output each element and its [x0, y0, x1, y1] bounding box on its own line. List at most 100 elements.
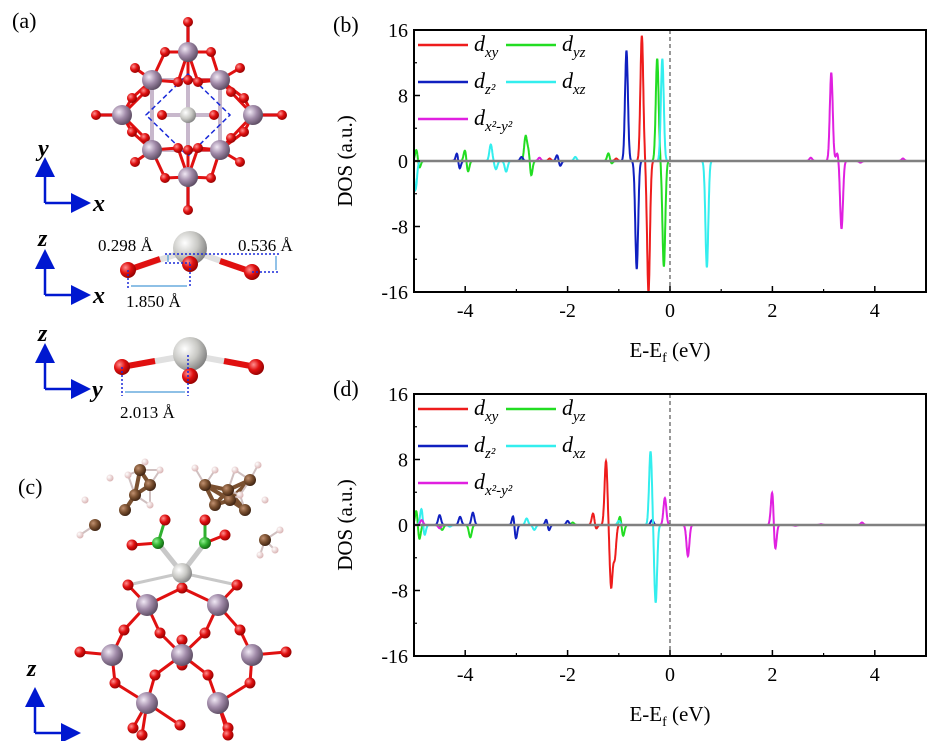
axis-label-z: z — [37, 226, 48, 252]
distance-label: 0.536 Å — [238, 236, 294, 255]
axis-label-z: z — [37, 321, 48, 347]
side-view-zy-structure — [114, 337, 264, 396]
legend-label: dz² — [474, 432, 496, 462]
y-tick-label: -16 — [381, 282, 408, 304]
carbon-atom — [224, 494, 236, 506]
legend-label: dyz — [562, 395, 586, 425]
y-axis-label: DOS (a.u.) — [333, 479, 357, 571]
legend-item-xz: dxz — [506, 432, 586, 462]
framework-atom — [178, 167, 198, 187]
axis-triad-z — [25, 687, 81, 741]
oxygen-atom — [118, 624, 130, 636]
oxygen-atom — [173, 143, 183, 153]
framework-atom — [136, 692, 158, 714]
y-axis-label: DOS (a.u.) — [333, 115, 357, 207]
framework-atom — [101, 644, 123, 666]
x-axis-label-unit: (eV) — [667, 338, 711, 362]
legend-label: dz² — [474, 68, 496, 98]
legend-label-main: d — [562, 432, 574, 457]
oxygen-atom — [130, 63, 140, 73]
axis-triad-zy — [35, 343, 91, 399]
axis-label-y: y — [89, 377, 103, 403]
oxygen-atom — [160, 173, 170, 183]
framework-atom — [142, 140, 162, 160]
legend-label: dx²-y² — [474, 105, 513, 135]
distance-label: 2.013 Å — [120, 403, 176, 422]
oxygen-atom — [199, 514, 211, 526]
center-metal-atom — [180, 107, 196, 123]
legend-item-yz: dyz — [506, 31, 586, 61]
axis-label-z: z — [26, 656, 37, 682]
carbon-atom — [209, 499, 221, 511]
oxygen-atom — [173, 77, 183, 87]
legend-label-sub: x²-y² — [484, 119, 513, 135]
legend-label-sub: yz — [571, 409, 586, 425]
x-axis-label-sub: f — [662, 715, 667, 730]
hydrogen-atom — [81, 496, 89, 504]
x-tick-label: 0 — [665, 664, 675, 686]
carbon-atom — [134, 464, 146, 476]
legend-label: dx²-y² — [474, 469, 513, 499]
hydrogen-atom — [146, 501, 154, 509]
x-tick-label: 4 — [870, 300, 880, 322]
oxygen-atom — [183, 17, 193, 27]
framework-atom — [136, 594, 158, 616]
y-tick-label: 16 — [388, 20, 408, 42]
oxygen-atom — [209, 110, 219, 120]
oxygen-atom — [109, 677, 121, 689]
legend-label-sub: xz — [572, 82, 586, 98]
panel-label-a: (a) — [12, 8, 36, 33]
oxygen-atom — [226, 87, 236, 97]
framework-atom — [210, 140, 230, 160]
x-axis-label: E-Ef (eV) — [629, 338, 710, 366]
x-axis-label-main: E-E — [629, 702, 662, 726]
framework-atom — [171, 644, 193, 666]
framework-atom — [243, 105, 263, 125]
legend-item-xy: dxy — [418, 395, 499, 425]
oxygen-atom — [176, 582, 188, 594]
center-metal-atom — [172, 563, 192, 583]
top-view-structure — [91, 17, 287, 215]
adsorbed-structure-c — [74, 458, 292, 741]
hydrogen-atom — [211, 466, 219, 474]
x-axis-label-main: E-E — [629, 338, 662, 362]
hydrogen-atom — [261, 496, 269, 504]
framework-atom — [241, 644, 263, 666]
oxygen-atom — [130, 157, 140, 167]
axis-triad-xy — [35, 157, 91, 213]
legend-item-xz: dxz — [506, 68, 586, 98]
side-view-xz-structure — [120, 231, 280, 288]
framework-atom — [178, 42, 198, 62]
oxygen-atom — [244, 677, 256, 689]
carbon-atom — [244, 474, 256, 486]
legend-label-sub: xy — [484, 409, 499, 425]
boron-atom — [152, 537, 164, 549]
hydrogen-atom — [76, 531, 84, 539]
legend-label-sub: xz — [572, 446, 586, 462]
legend-label-main: d — [474, 105, 486, 130]
legend-label-sub: x²-y² — [484, 483, 513, 499]
framework-atom — [112, 105, 132, 125]
x-tick-label: -4 — [457, 300, 474, 322]
legend-label-sub: yz — [571, 45, 586, 61]
legend-label-main: d — [474, 432, 486, 457]
legend-label-main: d — [562, 31, 574, 56]
oxygen-atom — [140, 87, 150, 97]
y-tick-label: 0 — [398, 151, 408, 173]
legend-label: dxy — [474, 31, 499, 61]
legend-label: dxz — [562, 68, 586, 98]
oxygen-atom — [206, 47, 216, 57]
oxygen-atom — [222, 729, 234, 741]
hydrogen-atom — [236, 491, 244, 499]
panel-label: (b) — [333, 12, 359, 37]
legend-label: dxy — [474, 395, 499, 425]
y-tick-label: 16 — [388, 384, 408, 406]
oxygen-atom — [202, 669, 214, 681]
oxygen-atom — [122, 579, 134, 591]
legend-label-main: d — [474, 395, 486, 420]
y-tick-label: -16 — [381, 646, 408, 668]
oxygen-atom — [193, 77, 203, 87]
oxygen-atom — [206, 173, 216, 183]
